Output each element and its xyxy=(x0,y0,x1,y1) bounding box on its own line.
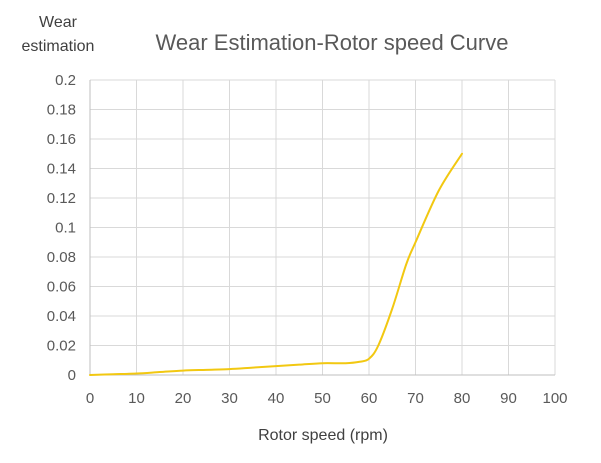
x-axis-label: Rotor speed (rpm) xyxy=(258,427,388,444)
x-tick-label: 90 xyxy=(500,390,517,407)
y-tick-label: 0.08 xyxy=(47,249,76,266)
series-layer xyxy=(89,152,463,376)
x-tick-label: 10 xyxy=(128,390,145,407)
x-tick-label: 30 xyxy=(221,390,238,407)
series-line-wear-estimation xyxy=(89,152,463,376)
tick-labels: 0 0.02 0.04 0.06 0.08 0.1 0.12 0.14 0.16 0.18 0.2 0… xyxy=(47,72,568,407)
y-tick-label: 0.16 xyxy=(47,131,76,148)
y-tick-label: 0.2 xyxy=(55,72,76,89)
y-tick-label: 0.14 xyxy=(47,161,76,178)
y-tick-label: 0.1 xyxy=(55,220,76,237)
y-tick-label: 0.06 xyxy=(47,279,76,296)
x-tick-label: 100 xyxy=(542,390,567,407)
y-axis-label-line2: estimation xyxy=(22,38,95,55)
chart-title: Wear Estimation-Rotor speed Curve xyxy=(156,30,509,55)
x-tick-label: 80 xyxy=(454,390,471,407)
x-tick-label: 50 xyxy=(314,390,331,407)
y-tick-label: 0.04 xyxy=(47,308,76,325)
x-tick-label: 60 xyxy=(361,390,378,407)
y-tick-label: 0.18 xyxy=(47,102,76,119)
y-tick-label: 0.02 xyxy=(47,338,76,355)
y-tick-label: 0 xyxy=(68,367,76,384)
x-tick-label: 20 xyxy=(175,390,192,407)
x-tick-label: 70 xyxy=(407,390,424,407)
x-tick-label: 0 xyxy=(86,390,94,407)
x-tick-label: 40 xyxy=(268,390,285,407)
y-tick-label: 0.12 xyxy=(47,190,76,207)
y-axis-label-line1: Wear xyxy=(39,14,78,31)
axes xyxy=(89,80,555,376)
grid-lines xyxy=(90,79,556,375)
